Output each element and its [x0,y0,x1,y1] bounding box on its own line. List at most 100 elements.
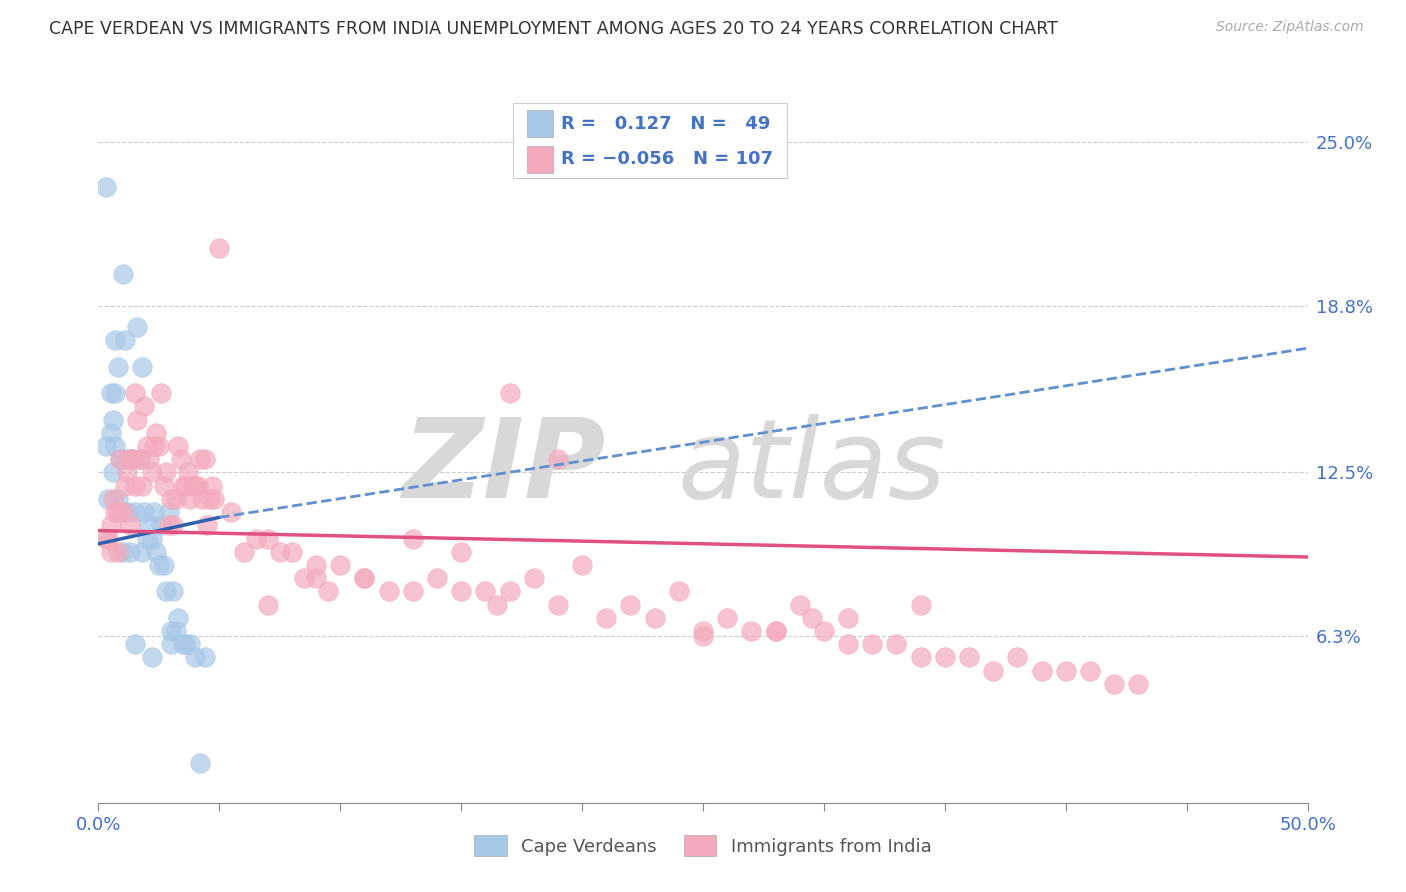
Point [104,439,127,453]
Point [886,637,908,651]
Point [740,624,762,638]
Point [177,466,200,480]
Point [148,439,170,453]
Point [155,466,177,480]
Point [668,584,690,599]
Point [281,545,304,559]
Point [107,505,129,519]
Point [198,491,221,506]
Point [100,545,122,559]
Point [498,386,520,401]
Point [245,532,267,546]
Point [101,466,124,480]
Point [117,505,139,519]
Point [292,571,315,585]
Point [124,637,146,651]
Point [118,452,141,467]
Point [118,545,141,559]
Point [138,518,160,533]
Point [107,491,129,506]
Point [957,650,980,665]
Point [765,624,787,638]
Point [256,598,278,612]
Point [128,452,150,467]
Point [256,532,278,546]
Point [131,359,153,374]
Point [329,558,352,572]
Point [108,452,131,467]
Point [201,478,224,492]
Point [100,518,122,533]
Point [486,598,509,612]
Point [134,400,156,414]
Point [101,412,124,426]
Point [179,637,201,651]
Point [104,386,127,401]
Point [124,386,146,401]
Point [165,491,187,506]
Point [191,491,214,506]
Point [111,505,134,519]
Point [523,571,546,585]
Point [127,412,149,426]
Point [94,180,117,194]
Point [135,532,157,546]
Point [1054,664,1077,678]
Point [160,491,183,506]
Point [118,518,141,533]
Point [692,629,714,643]
Point [716,611,738,625]
Point [353,571,375,585]
Point [184,478,207,492]
Point [1031,664,1053,678]
Point [208,241,231,255]
Point [195,518,218,533]
Text: Source: ZipAtlas.com: Source: ZipAtlas.com [1216,20,1364,34]
Point [141,650,163,665]
Point [117,452,139,467]
Point [124,478,146,492]
Point [152,558,174,572]
Point [101,491,124,506]
Text: R =   0.127   N =   49: R = 0.127 N = 49 [561,115,770,133]
Point [402,584,425,599]
Point [135,439,157,453]
Point [94,439,117,453]
Point [111,545,134,559]
Point [1102,677,1125,691]
Point [402,532,425,546]
Text: atlas: atlas [678,414,946,521]
Point [172,637,194,651]
Point [100,386,122,401]
Point [128,452,150,467]
Point [174,637,197,651]
Point [124,505,146,519]
Point [169,452,191,467]
Point [194,650,217,665]
Point [97,491,120,506]
Point [1078,664,1101,678]
Point [138,452,160,467]
Point [94,532,117,546]
Point [644,611,666,625]
Point [160,637,183,651]
Point [131,545,153,559]
Point [353,571,375,585]
Point [188,452,211,467]
Point [111,267,134,281]
Point [181,478,204,492]
Point [232,545,254,559]
Point [204,491,226,506]
Point [837,637,859,651]
Point [104,505,127,519]
Point [316,584,339,599]
Point [571,558,593,572]
Point [107,359,129,374]
Point [813,624,835,638]
Point [150,518,173,533]
Point [474,584,496,599]
Point [305,558,328,572]
Point [157,505,180,519]
Point [377,584,399,599]
Point [160,624,183,638]
